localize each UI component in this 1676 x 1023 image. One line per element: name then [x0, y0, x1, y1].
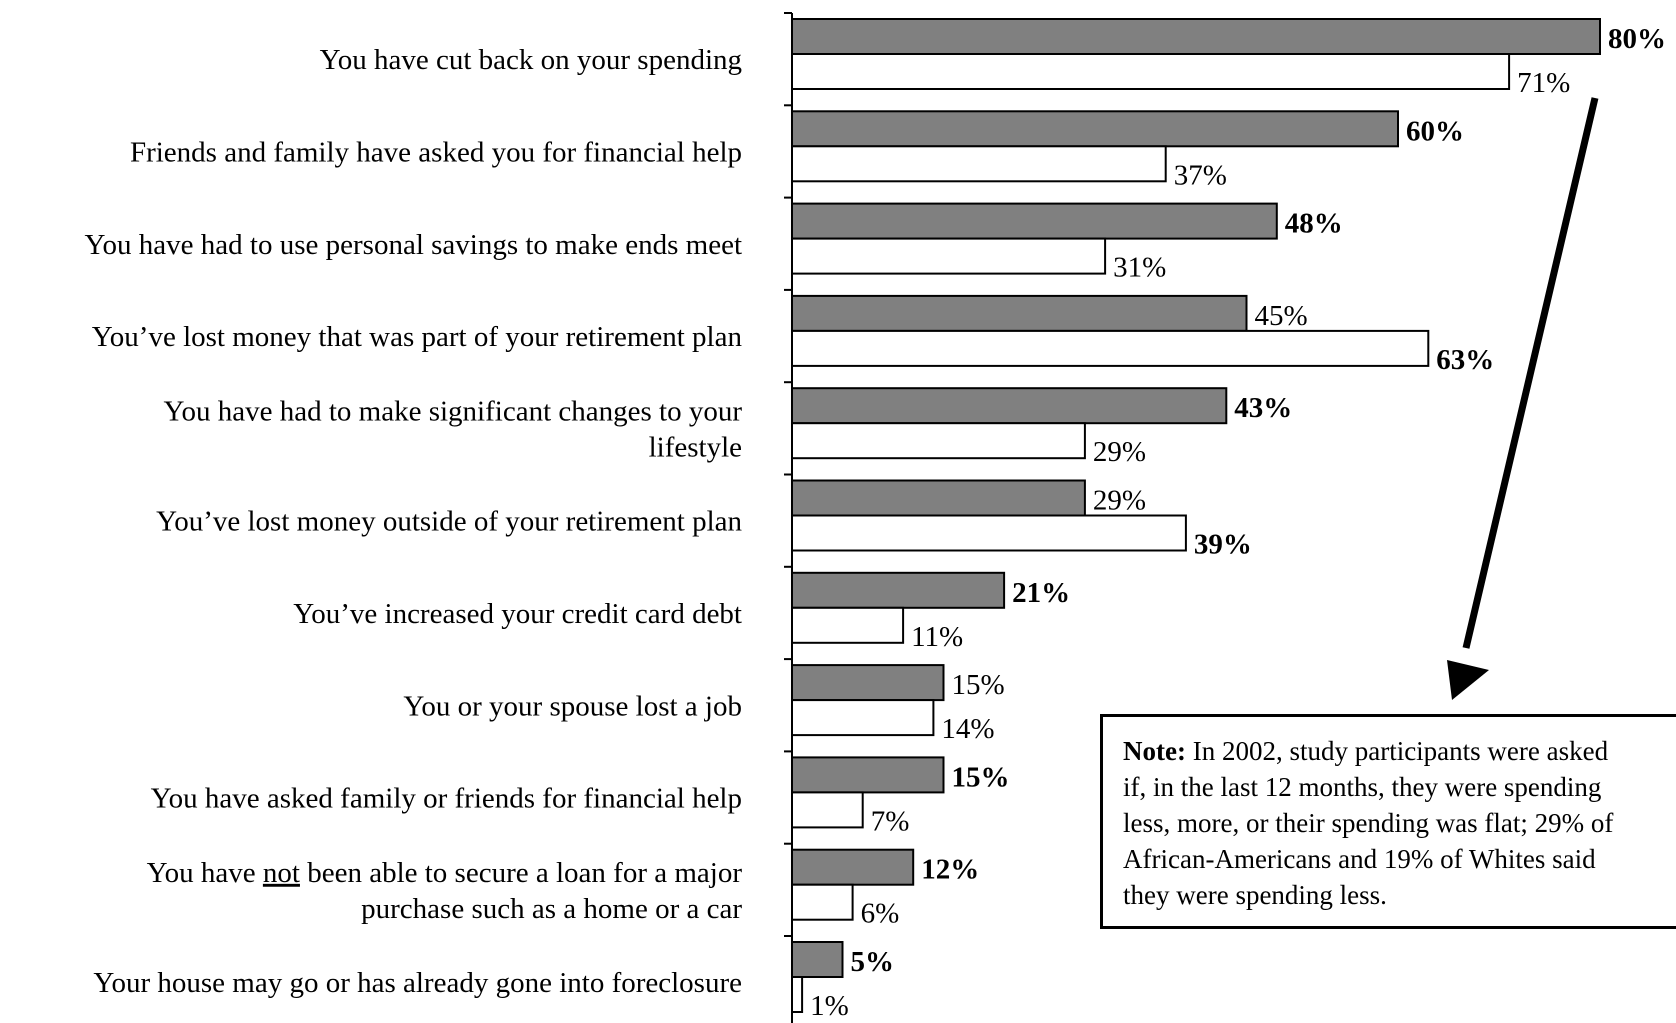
value-label: 7% — [871, 805, 910, 837]
category-label: You or your spouse lost a job — [403, 690, 742, 722]
note-text: Note: In 2002, study participants were a… — [1123, 733, 1676, 913]
bar-series-2 — [791, 514, 1187, 552]
bar-series-1 — [791, 294, 1248, 332]
category-label: You have cut back on your spending — [320, 44, 742, 76]
value-label: 71% — [1517, 67, 1570, 99]
note-heading: Note: — [1123, 736, 1186, 766]
bar-series-2 — [791, 53, 1511, 90]
bar-series-1 — [791, 756, 945, 794]
value-label: 39% — [1194, 529, 1252, 561]
bar-series-1 — [791, 387, 1228, 425]
value-label: 43% — [1234, 392, 1292, 424]
bar-series-2 — [791, 699, 935, 737]
value-label: 5% — [851, 946, 895, 978]
bar-series-2 — [791, 329, 1430, 367]
bar-series-1 — [791, 18, 1601, 55]
category-label: purchase such as a home or a car — [361, 893, 742, 925]
bar-series-1 — [791, 479, 1086, 517]
value-label: 31% — [1113, 252, 1166, 284]
value-label: 37% — [1174, 159, 1227, 191]
value-label: 29% — [1093, 436, 1146, 468]
emphasis-text: not — [263, 857, 300, 889]
bar-series-1 — [791, 664, 945, 702]
bar-series-2 — [791, 422, 1086, 460]
value-label: 14% — [941, 713, 994, 745]
note-body: In 2002, study participants were asked i… — [1123, 736, 1614, 910]
bar-series-2 — [791, 883, 854, 921]
category-label: You’ve lost money that was part of your … — [92, 321, 743, 353]
value-label: 6% — [861, 898, 900, 930]
bar-series-1 — [791, 571, 1006, 609]
value-label: 21% — [1012, 577, 1070, 609]
bar-series-2 — [791, 976, 804, 1013]
category-label: You have had to use personal savings to … — [85, 229, 742, 261]
bar-series-2 — [791, 606, 905, 644]
value-label: 48% — [1285, 208, 1343, 240]
category-label: You have not been able to secure a loan … — [147, 857, 743, 889]
value-label: 11% — [911, 621, 963, 653]
value-label: 60% — [1406, 115, 1464, 147]
value-label: 15% — [952, 761, 1010, 793]
value-label: 12% — [921, 854, 979, 886]
bar-series-1 — [791, 202, 1278, 240]
value-label: 63% — [1436, 344, 1494, 376]
bar-series-1 — [791, 941, 844, 978]
bar-series-1 — [791, 848, 915, 886]
value-label: 80% — [1608, 23, 1666, 55]
category-label: Friends and family have asked you for fi… — [130, 136, 742, 168]
category-label: You have asked family or friends for fin… — [151, 783, 742, 815]
value-label: 45% — [1255, 300, 1308, 332]
bar-series-2 — [791, 791, 864, 829]
bar-series-1 — [791, 110, 1399, 148]
category-label: Your house may go or has already gone in… — [93, 967, 742, 999]
arrow-head-icon — [1447, 660, 1489, 700]
value-label: 15% — [952, 669, 1005, 701]
category-label: You have had to make significant changes… — [163, 395, 742, 427]
category-label: lifestyle — [649, 431, 742, 463]
note-arrow — [1447, 97, 1599, 700]
value-label: 1% — [810, 990, 849, 1022]
category-label: You’ve increased your credit card debt — [293, 598, 742, 630]
bar-series-2 — [791, 145, 1167, 183]
value-label: 29% — [1093, 485, 1146, 517]
note-box: Note: In 2002, study participants were a… — [1100, 714, 1676, 929]
category-label: You’ve lost money outside of your retire… — [156, 506, 742, 538]
bar-series-2 — [791, 237, 1107, 275]
